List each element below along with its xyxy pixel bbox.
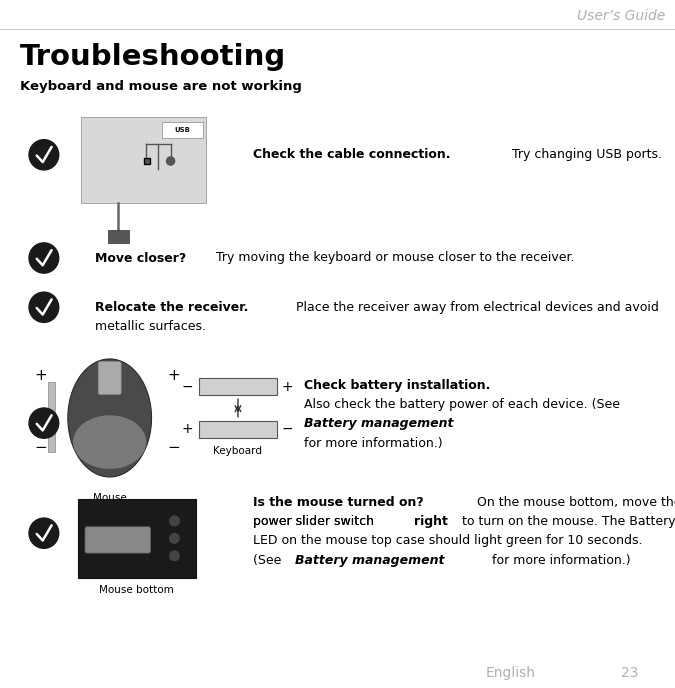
Text: Try changing USB ports.: Try changing USB ports. <box>508 149 662 161</box>
Circle shape <box>167 157 175 165</box>
Text: −: − <box>281 422 293 436</box>
FancyBboxPatch shape <box>199 421 277 438</box>
Text: (See: (See <box>253 554 286 566</box>
Text: for more information.): for more information.) <box>488 554 630 566</box>
Text: power slider switch: power slider switch <box>253 515 378 528</box>
FancyBboxPatch shape <box>162 122 202 138</box>
Text: Mouse: Mouse <box>92 493 127 504</box>
Circle shape <box>29 243 59 273</box>
Text: +: + <box>281 380 293 394</box>
Text: Try moving the keyboard or mouse closer to the receiver.: Try moving the keyboard or mouse closer … <box>212 252 574 264</box>
Circle shape <box>170 534 180 544</box>
Text: English: English <box>486 666 536 680</box>
Text: Troubleshooting: Troubleshooting <box>20 43 286 71</box>
Circle shape <box>29 408 59 438</box>
Circle shape <box>29 292 59 323</box>
Ellipse shape <box>73 416 146 469</box>
Text: −: − <box>34 440 47 455</box>
Text: Relocate the receiver.: Relocate the receiver. <box>95 301 248 314</box>
Text: Move closer?: Move closer? <box>95 252 186 264</box>
Text: Check the cable connection.: Check the cable connection. <box>253 149 451 161</box>
FancyBboxPatch shape <box>99 361 122 394</box>
FancyBboxPatch shape <box>81 117 206 203</box>
Text: Keyboard: Keyboard <box>213 446 263 456</box>
Text: On the mouse bottom, move the: On the mouse bottom, move the <box>473 496 675 508</box>
Text: Battery management: Battery management <box>304 418 453 430</box>
Text: right: right <box>414 515 448 528</box>
Text: −: − <box>181 380 193 394</box>
Text: Also check the battery power of each device. (See: Also check the battery power of each dev… <box>304 398 620 411</box>
Text: to turn on the mouse. The Battery: to turn on the mouse. The Battery <box>458 515 675 528</box>
Text: Battery management: Battery management <box>295 554 444 566</box>
Circle shape <box>170 516 180 526</box>
Text: +: + <box>181 422 193 436</box>
Text: power slider switch: power slider switch <box>253 515 378 528</box>
Text: Check battery installation.: Check battery installation. <box>304 379 490 391</box>
Text: Mouse bottom: Mouse bottom <box>99 585 174 595</box>
FancyBboxPatch shape <box>144 158 150 164</box>
Circle shape <box>170 551 180 561</box>
Text: metallic surfaces.: metallic surfaces. <box>95 320 205 333</box>
Text: +: + <box>168 367 180 383</box>
FancyBboxPatch shape <box>78 499 196 578</box>
Text: User’s Guide: User’s Guide <box>576 9 665 23</box>
FancyBboxPatch shape <box>199 378 277 395</box>
Text: Place the receiver away from electrical devices and avoid: Place the receiver away from electrical … <box>292 301 659 314</box>
Text: 23: 23 <box>621 666 639 680</box>
Text: Is the mouse turned on?: Is the mouse turned on? <box>253 496 424 508</box>
Text: +: + <box>34 367 47 383</box>
Text: LED on the mouse top case should light green for 10 seconds.: LED on the mouse top case should light g… <box>253 535 643 547</box>
Text: for more information.): for more information.) <box>304 437 442 449</box>
Circle shape <box>29 140 59 170</box>
Text: −: − <box>168 440 180 455</box>
Circle shape <box>29 518 59 548</box>
Text: USB: USB <box>174 127 190 133</box>
Text: Keyboard and mouse are not working: Keyboard and mouse are not working <box>20 80 302 93</box>
FancyBboxPatch shape <box>85 527 151 553</box>
FancyBboxPatch shape <box>107 230 129 243</box>
FancyBboxPatch shape <box>48 382 55 452</box>
Ellipse shape <box>68 359 151 477</box>
